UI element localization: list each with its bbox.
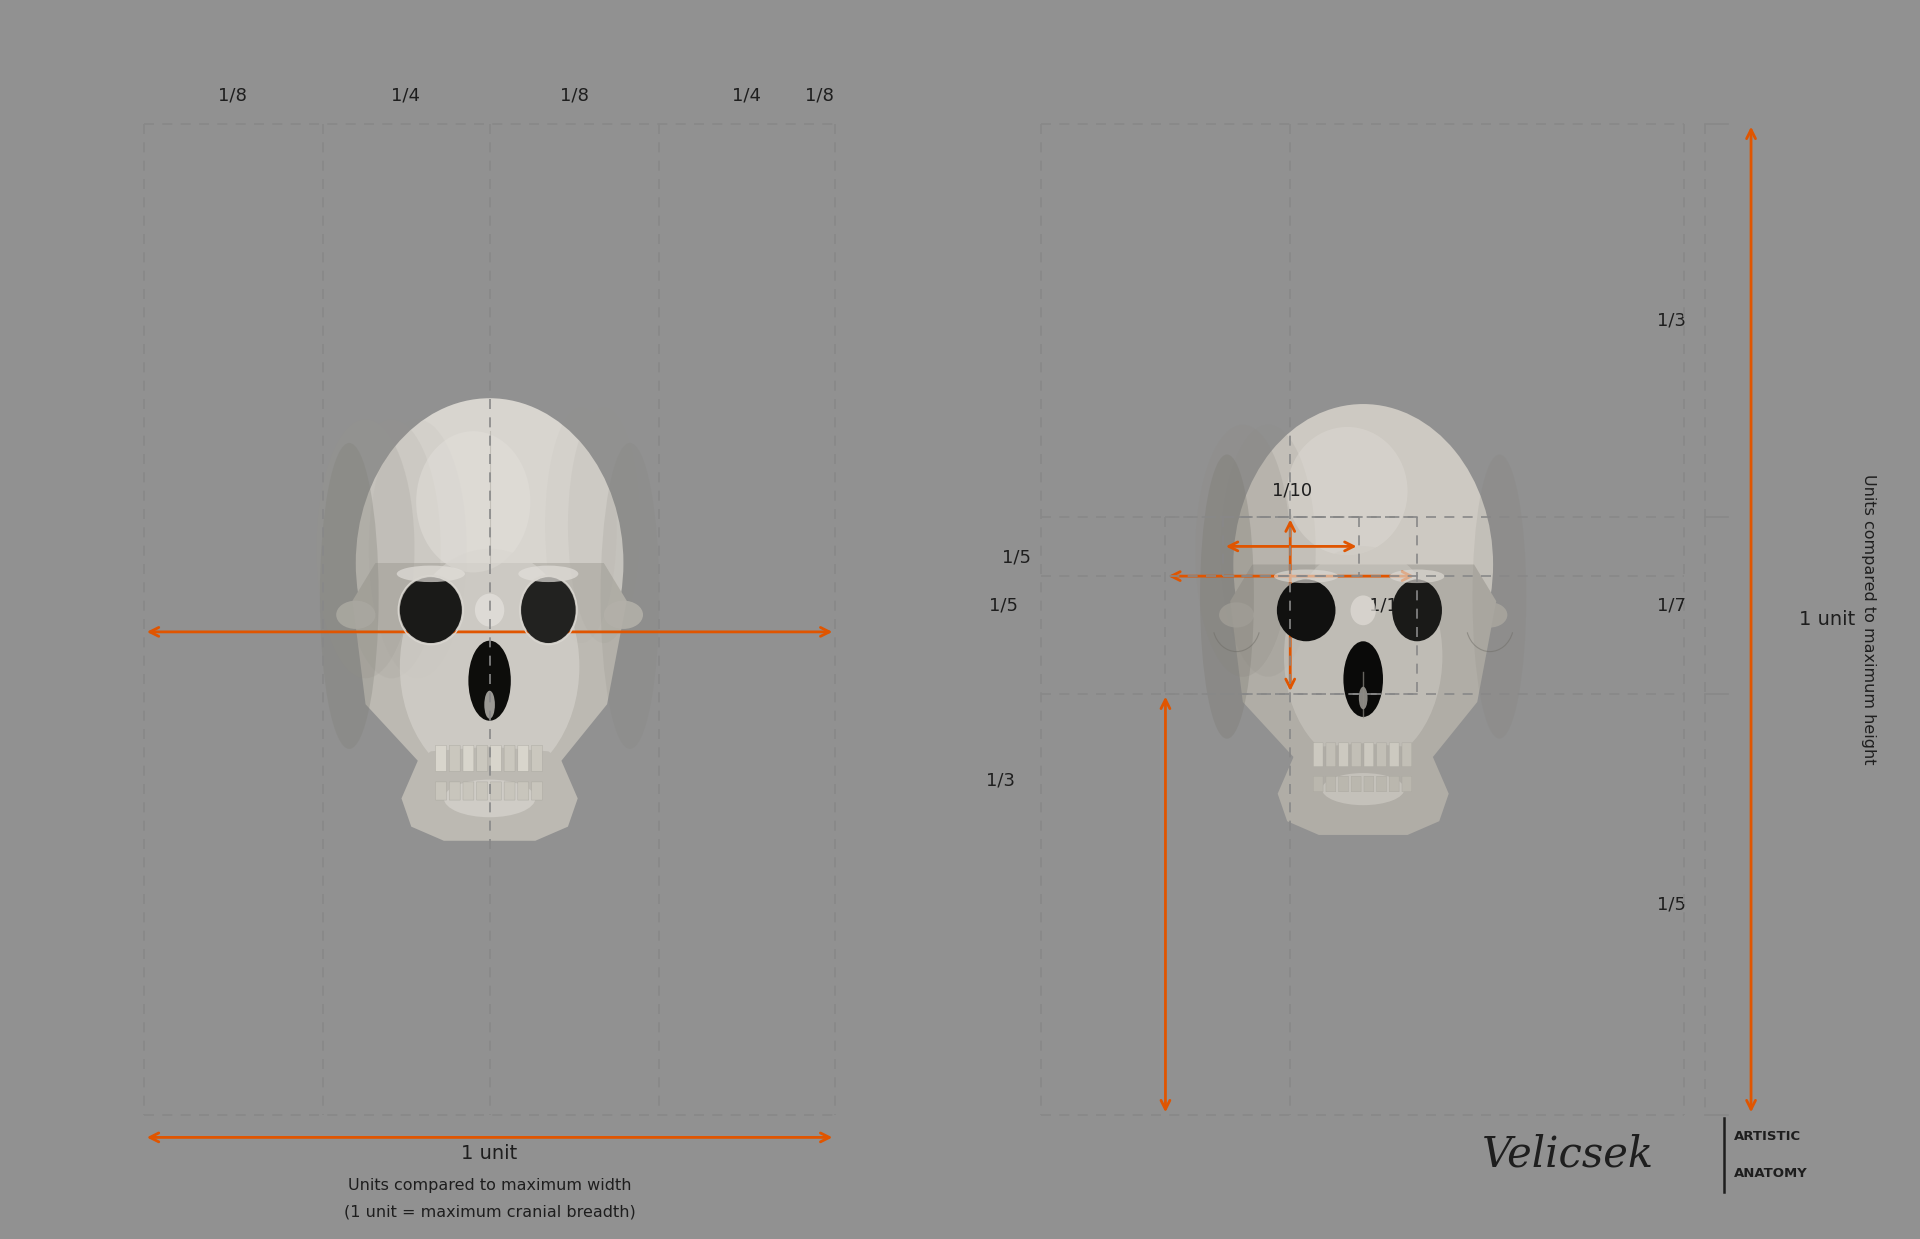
FancyBboxPatch shape bbox=[1338, 777, 1348, 792]
Ellipse shape bbox=[397, 565, 465, 582]
FancyBboxPatch shape bbox=[1352, 743, 1361, 767]
Text: 1/5: 1/5 bbox=[1002, 549, 1031, 566]
FancyBboxPatch shape bbox=[1313, 743, 1323, 767]
Ellipse shape bbox=[355, 398, 624, 727]
Text: 1/3: 1/3 bbox=[1657, 312, 1686, 330]
Polygon shape bbox=[353, 563, 626, 831]
Text: 1 unit: 1 unit bbox=[1799, 610, 1855, 629]
Ellipse shape bbox=[336, 601, 376, 629]
Text: 1 unit: 1 unit bbox=[461, 1144, 518, 1163]
Text: ANATOMY: ANATOMY bbox=[1734, 1167, 1807, 1180]
FancyBboxPatch shape bbox=[518, 782, 528, 800]
FancyBboxPatch shape bbox=[505, 746, 515, 772]
Ellipse shape bbox=[603, 601, 643, 629]
Text: 1/4: 1/4 bbox=[732, 85, 762, 104]
FancyBboxPatch shape bbox=[436, 746, 447, 772]
Ellipse shape bbox=[1392, 580, 1442, 642]
Ellipse shape bbox=[1344, 642, 1382, 717]
Text: 1/8: 1/8 bbox=[217, 85, 248, 104]
FancyBboxPatch shape bbox=[1402, 743, 1411, 767]
FancyBboxPatch shape bbox=[1352, 777, 1361, 792]
FancyBboxPatch shape bbox=[449, 746, 461, 772]
FancyBboxPatch shape bbox=[463, 782, 474, 800]
Ellipse shape bbox=[468, 641, 511, 721]
Ellipse shape bbox=[1200, 455, 1254, 738]
FancyBboxPatch shape bbox=[476, 782, 488, 800]
FancyBboxPatch shape bbox=[1377, 777, 1386, 792]
Ellipse shape bbox=[1350, 596, 1377, 626]
FancyBboxPatch shape bbox=[532, 782, 543, 800]
Ellipse shape bbox=[1284, 546, 1442, 766]
FancyBboxPatch shape bbox=[532, 746, 543, 772]
FancyBboxPatch shape bbox=[436, 782, 447, 800]
Polygon shape bbox=[1231, 565, 1496, 826]
Ellipse shape bbox=[317, 419, 415, 679]
Text: Units compared to maximum width: Units compared to maximum width bbox=[348, 1178, 632, 1193]
FancyBboxPatch shape bbox=[1390, 743, 1400, 767]
Text: 1/4: 1/4 bbox=[390, 85, 420, 104]
FancyBboxPatch shape bbox=[1363, 743, 1373, 767]
Ellipse shape bbox=[1473, 455, 1526, 738]
Ellipse shape bbox=[518, 565, 578, 582]
Ellipse shape bbox=[1219, 602, 1254, 627]
Text: 1/10: 1/10 bbox=[1273, 481, 1311, 499]
Ellipse shape bbox=[1359, 686, 1367, 710]
Ellipse shape bbox=[321, 442, 378, 748]
Ellipse shape bbox=[1286, 427, 1407, 555]
FancyBboxPatch shape bbox=[449, 782, 461, 800]
FancyBboxPatch shape bbox=[1338, 743, 1348, 767]
FancyBboxPatch shape bbox=[505, 782, 515, 800]
Ellipse shape bbox=[417, 431, 530, 572]
Polygon shape bbox=[1277, 743, 1450, 835]
FancyBboxPatch shape bbox=[1402, 777, 1411, 792]
FancyBboxPatch shape bbox=[1377, 743, 1386, 767]
Text: 1/5: 1/5 bbox=[1657, 896, 1686, 913]
Text: Velicsek: Velicsek bbox=[1482, 1134, 1655, 1176]
FancyBboxPatch shape bbox=[463, 746, 474, 772]
FancyBboxPatch shape bbox=[1313, 777, 1323, 792]
FancyBboxPatch shape bbox=[476, 746, 488, 772]
Ellipse shape bbox=[545, 408, 616, 643]
Text: (1 unit = maximum cranial breadth): (1 unit = maximum cranial breadth) bbox=[344, 1204, 636, 1219]
Ellipse shape bbox=[1233, 404, 1494, 725]
Ellipse shape bbox=[344, 419, 440, 679]
FancyBboxPatch shape bbox=[1363, 777, 1373, 792]
Ellipse shape bbox=[1323, 773, 1404, 805]
Ellipse shape bbox=[1390, 570, 1444, 584]
Ellipse shape bbox=[1473, 602, 1507, 627]
Ellipse shape bbox=[568, 408, 639, 643]
Polygon shape bbox=[401, 747, 578, 841]
Text: 1/10: 1/10 bbox=[1369, 597, 1409, 615]
Text: Units compared to maximum height: Units compared to maximum height bbox=[1860, 475, 1876, 764]
Ellipse shape bbox=[1277, 580, 1336, 642]
Ellipse shape bbox=[601, 442, 659, 748]
FancyBboxPatch shape bbox=[490, 746, 501, 772]
FancyBboxPatch shape bbox=[1327, 743, 1336, 767]
Text: 1/3: 1/3 bbox=[985, 772, 1016, 789]
Text: 1/8: 1/8 bbox=[559, 85, 589, 104]
Ellipse shape bbox=[474, 593, 505, 627]
FancyBboxPatch shape bbox=[1390, 777, 1400, 792]
Ellipse shape bbox=[520, 577, 576, 643]
Ellipse shape bbox=[1275, 570, 1338, 584]
Text: 1/7: 1/7 bbox=[1657, 597, 1686, 615]
FancyBboxPatch shape bbox=[1327, 777, 1336, 792]
FancyBboxPatch shape bbox=[518, 746, 528, 772]
Text: 1/8: 1/8 bbox=[804, 85, 835, 104]
Ellipse shape bbox=[1196, 425, 1290, 676]
Ellipse shape bbox=[444, 779, 536, 818]
Text: ARTISTIC: ARTISTIC bbox=[1734, 1130, 1801, 1142]
Ellipse shape bbox=[484, 690, 495, 719]
Text: 1/5: 1/5 bbox=[989, 596, 1018, 615]
Ellipse shape bbox=[399, 577, 463, 643]
Ellipse shape bbox=[369, 419, 467, 679]
Ellipse shape bbox=[1221, 425, 1315, 676]
FancyBboxPatch shape bbox=[490, 782, 501, 800]
Ellipse shape bbox=[399, 549, 580, 784]
